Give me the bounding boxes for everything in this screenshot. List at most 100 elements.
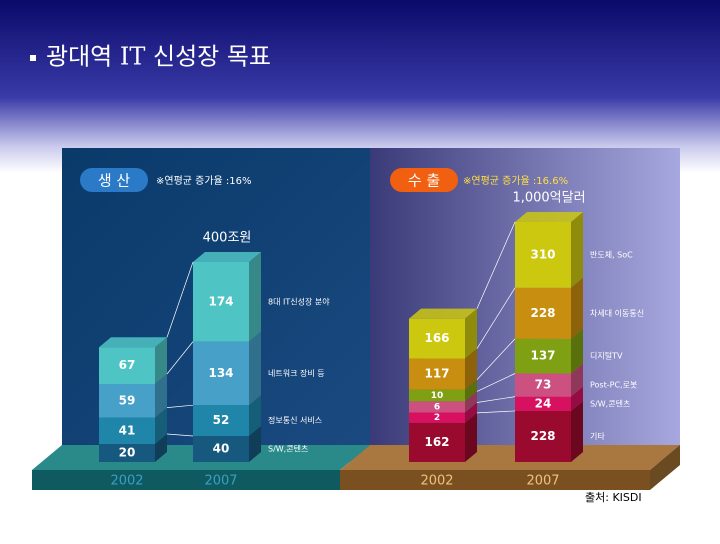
legend-label: 반도체, SoC [590,249,633,259]
bar-segment [99,444,155,462]
bar-segment [515,373,571,397]
value-label: 59 [119,393,136,407]
bar-segment [515,222,571,288]
connector [166,404,194,408]
value-label: 73 [535,378,552,392]
value-label: 20 [119,446,136,460]
bar-segment [409,358,465,390]
slide-title: 광대역 IT 신성장 목표 [46,43,271,71]
value-label: 310 [530,247,555,261]
value-label: 24 [535,396,552,410]
bar-segment [409,318,465,359]
bar-side [465,391,477,413]
legend-label: 8대 IT신성장 분야 [268,296,330,306]
value-label: 6 [434,402,440,412]
bar-top [515,212,583,222]
bar-side [155,434,167,462]
bar-segment [99,417,155,444]
bar-side [465,308,477,359]
bar-segment [193,436,249,462]
x-tick-label: 2002 [110,474,143,489]
connector [166,261,194,338]
bar-side [571,212,583,288]
legend-label: 차세대 이동통신 [590,308,644,318]
bar-side [571,328,583,374]
bar-side [249,252,261,342]
bar-segment [409,401,465,413]
bar-side [571,386,583,411]
connector [166,433,194,437]
legend-label: 디지털TV [590,351,623,361]
connector [476,338,516,380]
legend-label: 기타 [590,432,605,441]
badge [390,168,458,192]
bar-side [249,331,261,406]
bullet [30,55,36,61]
value-label: 228 [530,306,555,320]
bar-segment [515,410,571,462]
bar-segment [515,396,571,411]
value-label: 40 [213,442,230,456]
connector [476,373,516,392]
value-label: 2 [434,413,440,423]
bar-segment [193,262,249,342]
subtitle: ※연평균 증가율 :16% [156,175,252,187]
connector [166,341,194,375]
bar-side [571,363,583,397]
total-label: 400조원 [203,231,252,246]
badge-label: 수 출 [408,172,440,190]
legend-label: S/W,콘텐츠 [268,444,308,454]
bar-side [249,426,261,462]
bar-side [155,374,167,418]
value-label: 67 [119,358,136,372]
bar-side [465,348,477,390]
value-label: 166 [424,331,449,345]
source: 출처: KISDI [585,491,642,504]
badge-label: 생 산 [98,172,131,190]
value-label: 162 [424,435,449,449]
badge [80,168,148,192]
bar-side [155,337,167,384]
subtitle: ※연평균 증가율 :16.6% [463,175,568,187]
bar-top [193,252,261,262]
floor [340,470,650,490]
bar-segment [409,389,465,402]
connector [476,221,516,309]
bar-segment [515,338,571,374]
legend-label: S/W,콘텐츠 [590,398,630,408]
bar-segment [99,347,155,384]
value-label: 41 [119,423,136,437]
connector [476,410,516,414]
bar-side [465,402,477,423]
connector [476,396,516,403]
bar-top [99,337,167,348]
legend-label: Post-PC,로봇 [590,381,637,390]
bar-side [571,400,583,462]
value-label: 228 [530,429,555,443]
x-tick-label: 2007 [526,474,559,489]
legend-label: 정보통신 서비스 [268,415,322,425]
bar-side [249,395,261,436]
floor [340,445,680,470]
total-label: 1,000억달러 [512,191,585,206]
connector [476,287,516,349]
bar-segment [99,384,155,418]
value-label: 10 [431,391,444,401]
bar-side [571,277,583,339]
bar-side [465,379,477,402]
floor [32,470,340,490]
value-label: 134 [208,366,233,380]
legend-label: 네트워크 장비 등 [268,368,325,378]
value-label: 117 [424,367,449,381]
bar-segment [409,412,465,423]
value-label: 174 [208,294,233,308]
value-label: 137 [530,349,555,363]
value-label: 52 [213,413,230,427]
bar-segment [515,287,571,339]
x-tick-label: 2007 [204,474,237,489]
bar-top [409,308,477,319]
floor [650,445,680,490]
bar-side [155,407,167,444]
bar-segment [193,405,249,436]
